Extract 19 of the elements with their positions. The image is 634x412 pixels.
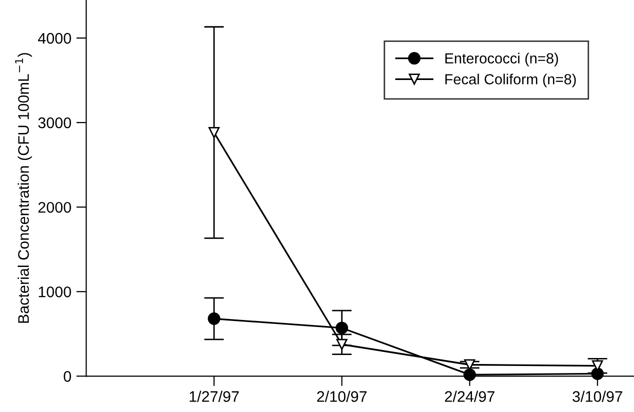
y-tick-label: 4000 [38, 32, 72, 44]
point [208, 126, 220, 138]
y-axis-title: Bacterial Concentration (CFU 100mL$^{−1}$) [15, 53, 32, 323]
x-tick-label: 1/27/97 [190, 390, 239, 402]
y-tick-label: 0 [64, 371, 72, 382]
y-tick-label: 3000 [38, 117, 72, 128]
point [591, 367, 604, 380]
y-tick-label: 1000 [38, 286, 72, 298]
y-tick-label: 2000 [38, 202, 72, 213]
x-tick-label: 3/10/97 [572, 390, 622, 402]
x-tick-label: 2/10/97 [317, 390, 367, 402]
x-tick-label: 2/24/97 [444, 390, 494, 402]
point [336, 322, 348, 334]
legend-label: Fecal Coliform (n=8) [445, 74, 576, 88]
point [336, 338, 348, 350]
legend-label: Enterococci (n=8) [445, 52, 558, 66]
point [208, 312, 220, 325]
point [463, 368, 476, 381]
point [464, 359, 476, 370]
